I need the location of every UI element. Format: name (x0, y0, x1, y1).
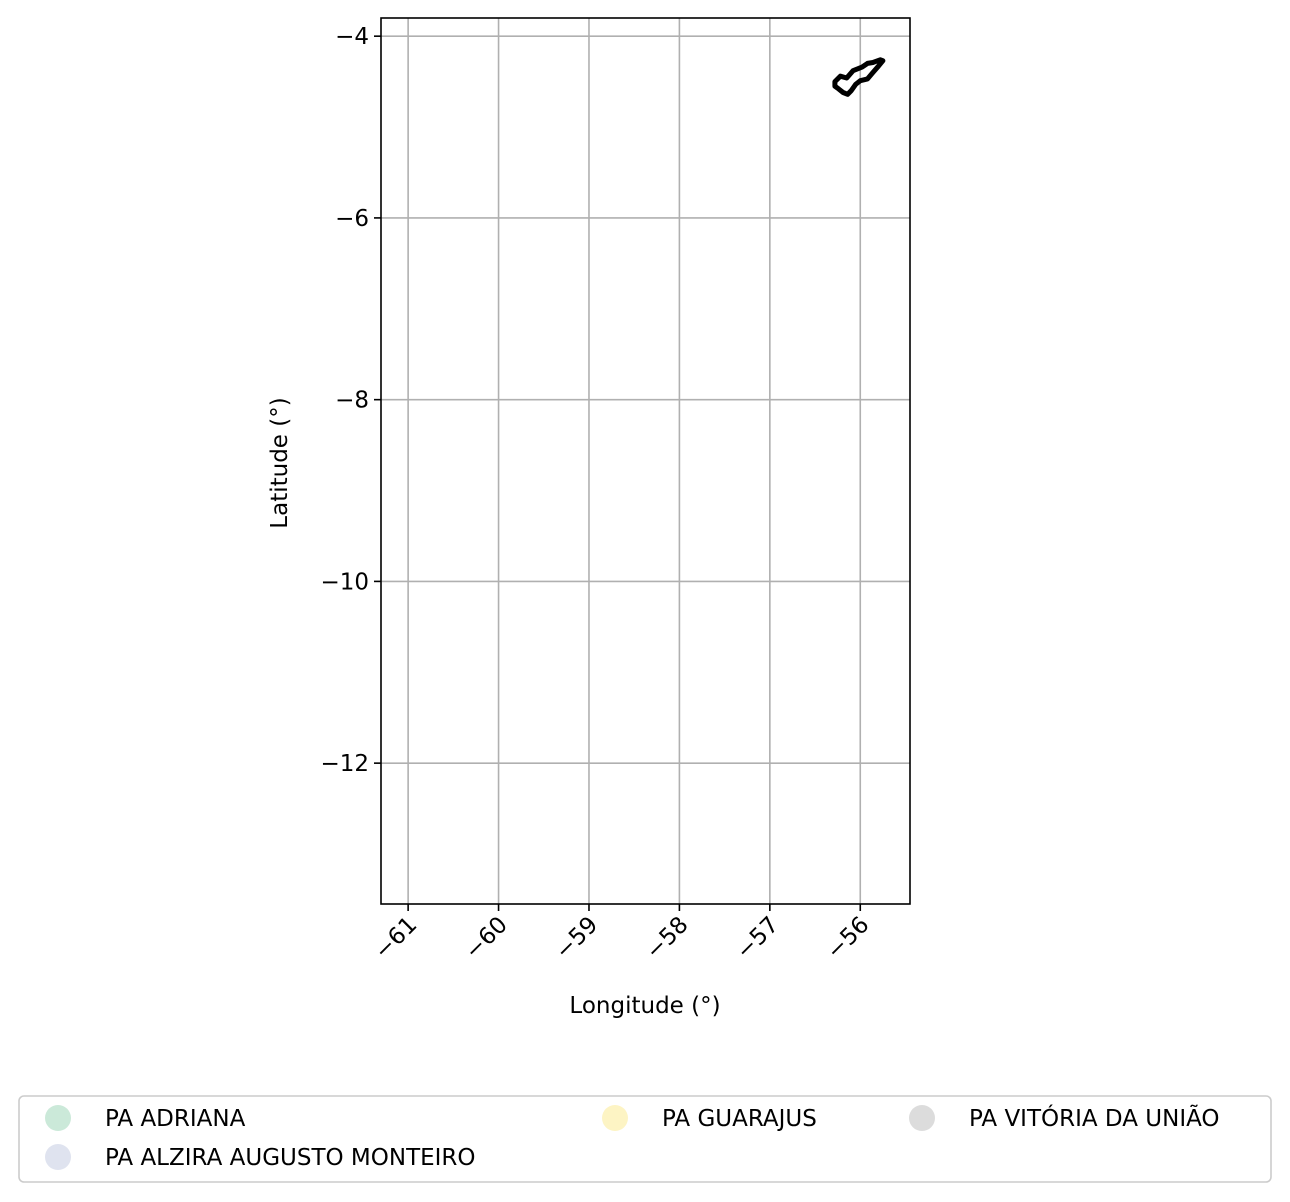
x-axis: −61 −60 −59 −58 −57 −56 (370, 904, 875, 965)
legend-label: PA GUARAJUS (662, 1106, 817, 1132)
x-tick-label: −57 (731, 912, 784, 965)
legend-label: PA ALZIRA AUGUSTO MONTEIRO (105, 1145, 476, 1171)
y-tick-label: −6 (335, 206, 369, 232)
legend-marker (602, 1105, 628, 1131)
y-tick-label: −10 (320, 569, 369, 595)
x-axis-label: Longitude (°) (569, 993, 720, 1019)
legend-label: PA ADRIANA (105, 1106, 246, 1132)
legend-entry: PA GUARAJUS (602, 1105, 817, 1132)
legend-entry: PA ALZIRA AUGUSTO MONTEIRO (45, 1144, 476, 1171)
grid-lines (381, 18, 910, 904)
x-tick-label: −58 (641, 912, 694, 965)
x-tick-label: −60 (460, 912, 513, 965)
x-tick-label: −56 (822, 912, 875, 965)
y-tick-label: −4 (335, 24, 369, 50)
legend-entry: PA ADRIANA (45, 1105, 246, 1132)
x-tick-label: −61 (370, 912, 423, 965)
y-axis: −4 −6 −8 −10 −12 (320, 24, 381, 777)
legend-label: PA VITÓRIA DA UNIÃO (969, 1104, 1220, 1132)
legend-marker (45, 1144, 71, 1170)
plot-frame (380, 17, 911, 905)
legend-entry: PA VITÓRIA DA UNIÃO (909, 1104, 1220, 1132)
y-tick-label: −8 (335, 388, 369, 414)
legend-marker (45, 1105, 71, 1131)
x-tick-label: −59 (551, 912, 604, 965)
y-axis-label: Latitude (°) (267, 397, 293, 528)
region-boundary (832, 57, 886, 97)
region-boundary-layer (832, 57, 886, 97)
legend: PA ADRIANA PA ALZIRA AUGUSTO MONTEIRO PA G… (18, 1095, 1272, 1183)
y-tick-label: −12 (320, 751, 369, 777)
legend-frame (18, 1095, 1272, 1183)
legend-marker (909, 1105, 935, 1131)
